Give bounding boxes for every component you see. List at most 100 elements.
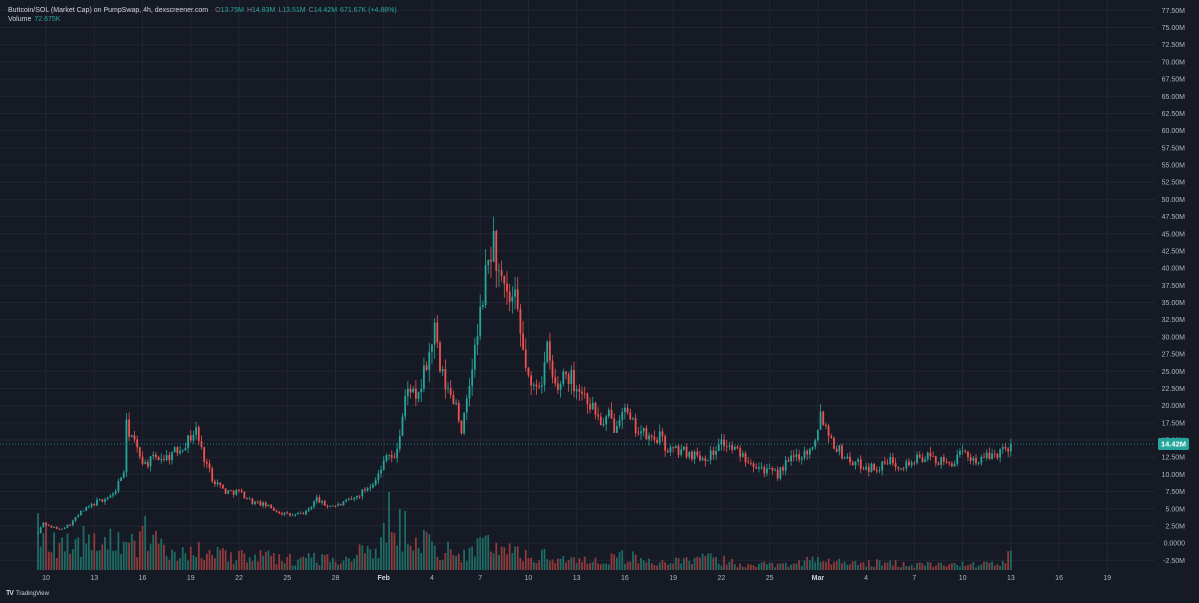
volume-bar	[101, 544, 104, 570]
price-change: 671.67K (+4.88%)	[340, 7, 397, 14]
candle-body	[881, 461, 884, 471]
candle-body	[262, 502, 265, 506]
candle-body	[768, 467, 771, 469]
volume-bar	[1007, 551, 1010, 570]
volume-bar	[900, 567, 902, 570]
volume-label[interactable]: Volume	[8, 16, 32, 23]
candle-body	[291, 515, 294, 517]
volume-bar	[830, 564, 833, 570]
candle-body	[297, 513, 299, 515]
volume-bar	[776, 563, 779, 570]
candle-body	[875, 470, 878, 472]
candle-body	[463, 412, 466, 434]
candle-body	[656, 439, 658, 443]
volume-bar	[838, 558, 841, 570]
volume-bar	[149, 543, 152, 570]
ohlc-low-key: L	[278, 7, 283, 14]
candle-body	[650, 435, 653, 437]
candle-body	[219, 482, 222, 485]
candle-body	[393, 457, 396, 459]
volume-bar	[924, 565, 926, 570]
candle-body	[235, 490, 238, 495]
volume-bar	[246, 562, 248, 570]
volume-bar	[412, 550, 415, 570]
candle-body	[409, 388, 412, 393]
volume-bar	[664, 562, 667, 570]
time-tick-label: 25	[766, 575, 774, 582]
volume-bar	[792, 563, 795, 570]
candle-body	[658, 431, 661, 443]
candle-body	[353, 497, 356, 500]
candle-body	[967, 451, 969, 458]
price-axis[interactable]: -2.50M 0.0000 2.50M 5.00M 7.50M 10.00M 12.50M 1…	[1158, 8, 1189, 565]
candle-body	[358, 495, 361, 497]
candle-body	[688, 451, 691, 457]
volume-bar	[171, 549, 173, 570]
volume-bar	[624, 563, 626, 570]
candle-body	[969, 457, 972, 461]
brand-name: TradingView	[15, 590, 49, 597]
candle-body	[93, 503, 96, 506]
candle-body	[787, 460, 790, 462]
volume-bar	[548, 560, 551, 570]
candle-body	[82, 510, 85, 512]
volume-bar	[1004, 563, 1007, 570]
candle-body	[959, 450, 961, 455]
candle-body	[594, 402, 597, 415]
candle-body	[900, 468, 902, 470]
volume-bar	[390, 532, 393, 570]
candle-body	[176, 447, 179, 454]
volume-bar	[728, 561, 731, 570]
candle-body	[203, 447, 206, 462]
candle-body	[642, 428, 645, 432]
candle-body	[315, 497, 318, 502]
candle-body	[980, 456, 983, 464]
volume-bar	[144, 515, 147, 570]
candle-body	[865, 466, 868, 470]
candle-body	[342, 501, 345, 506]
volume-bar	[822, 561, 825, 570]
volume-bar	[98, 550, 101, 570]
volume-bar	[323, 555, 326, 570]
candle-body	[321, 500, 323, 503]
volume-bar	[733, 564, 736, 570]
volume-bar	[875, 559, 878, 570]
volume-bar	[337, 564, 340, 570]
volume-bar	[816, 556, 819, 570]
volume-bar	[238, 550, 240, 570]
tradingview-brand[interactable]: TV TradingView	[6, 590, 49, 597]
volume-bar	[248, 557, 251, 570]
candle-body	[160, 458, 163, 461]
volume-bar	[565, 562, 567, 570]
symbol-title[interactable]: Buttcoin/SOL (Market Cap) on PumpSwap, 4…	[8, 7, 209, 14]
volume-bar	[522, 561, 524, 570]
candle-body	[216, 482, 219, 485]
volume-bar	[787, 566, 790, 570]
candle-body	[428, 351, 431, 370]
time-axis[interactable]: 10 13 16 19 22 25 28 Feb 4 7 10 13 16 19 22 25 Mar 4 7 10 13…	[42, 575, 1111, 582]
volume-bar	[275, 564, 278, 570]
price-tick-label: 17.50M	[1162, 420, 1186, 427]
price-candles	[37, 216, 1012, 534]
volume-bar	[892, 565, 894, 570]
time-tick-label: 19	[1103, 575, 1111, 582]
candle-body	[782, 467, 784, 471]
candle-body	[398, 435, 401, 449]
candle-body	[197, 427, 200, 442]
volume-bar	[329, 562, 332, 570]
volume-bar	[39, 546, 42, 570]
candle-body	[615, 426, 618, 433]
volume-bar	[71, 549, 74, 570]
candle-body	[168, 455, 171, 461]
candle-body	[280, 513, 283, 515]
candle-body	[47, 524, 50, 526]
candle-body	[546, 341, 549, 363]
candle-body	[331, 505, 334, 507]
volume-bar	[423, 529, 425, 570]
candle-body	[334, 505, 337, 507]
ohlc-open-key: O	[215, 7, 221, 14]
volume-bar	[557, 558, 559, 570]
volume-bar	[128, 542, 131, 570]
volume-bar	[803, 560, 806, 570]
